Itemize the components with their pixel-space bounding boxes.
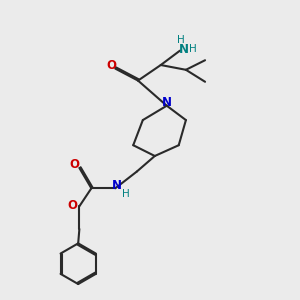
Text: O: O (106, 58, 116, 71)
Text: H: H (122, 189, 130, 199)
Text: N: N (179, 43, 189, 56)
Text: O: O (68, 199, 78, 212)
Text: H: H (189, 44, 197, 55)
Text: N: N (112, 179, 122, 192)
Text: N: N (162, 96, 172, 109)
Text: O: O (69, 158, 79, 171)
Text: H: H (177, 35, 185, 45)
